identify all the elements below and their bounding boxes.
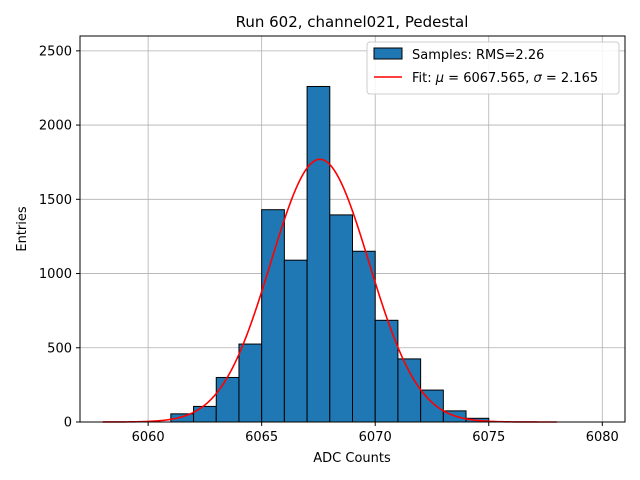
- legend-label-fit: Fit: μ = 6067.565, σ = 2.165: [412, 71, 598, 86]
- x-tick-label: 6070: [359, 430, 392, 445]
- x-tick-label: 6060: [132, 430, 165, 445]
- y-axis-ticks: 0 500 1000 1500 2000 2500: [39, 44, 80, 431]
- histogram-bar: [170, 413, 195, 423]
- y-tick-label: 2000: [39, 119, 72, 134]
- histogram-bar: [261, 209, 285, 423]
- histogram-bar: [193, 405, 217, 423]
- histogram-bar: [374, 319, 399, 423]
- histogram-bar: [283, 259, 308, 423]
- y-tick-label: 500: [47, 341, 72, 356]
- legend-fit-sigma: σ: [534, 71, 543, 86]
- histogram-bar: [306, 85, 331, 423]
- legend-label-samples: Samples: RMS=2.26: [412, 48, 544, 63]
- x-axis-label: ADC Counts: [313, 451, 391, 466]
- histogram-bar: [238, 343, 263, 423]
- x-tick-label: 6080: [586, 430, 619, 445]
- y-tick-label: 1500: [39, 193, 72, 208]
- legend-box: [366, 41, 620, 95]
- histogram-bars: [170, 85, 490, 423]
- plot-frame: [79, 35, 626, 423]
- legend: Samples: RMS=2.26 Fit: μ = 6067.565, σ =…: [366, 41, 620, 95]
- x-tick-label: 6065: [245, 430, 278, 445]
- legend-fit-mid: = 6067.565,: [444, 71, 533, 86]
- histogram-bar: [215, 376, 240, 423]
- y-tick-label: 2500: [39, 44, 72, 59]
- x-tick-label: 6075: [472, 430, 505, 445]
- histogram-bar: [352, 250, 376, 423]
- y-axis-label: Entries: [15, 206, 30, 252]
- chart-title: Run 602, channel021, Pedestal: [236, 13, 469, 31]
- legend-fit-mu: μ: [435, 71, 444, 86]
- x-axis-ticks: 6060 6065 6070 6075 6080: [132, 422, 619, 445]
- histogram-bar: [397, 358, 422, 423]
- fit-curve-layer: [102, 158, 557, 423]
- y-tick-label: 1000: [39, 267, 72, 282]
- legend-fit-suffix: = 2.165: [542, 71, 598, 86]
- y-tick-label: 0: [64, 416, 72, 431]
- histogram-bar: [329, 214, 353, 423]
- legend-swatch-samples: [373, 47, 403, 60]
- fit-curve: [102, 158, 557, 423]
- legend-fit-prefix: Fit:: [412, 71, 436, 86]
